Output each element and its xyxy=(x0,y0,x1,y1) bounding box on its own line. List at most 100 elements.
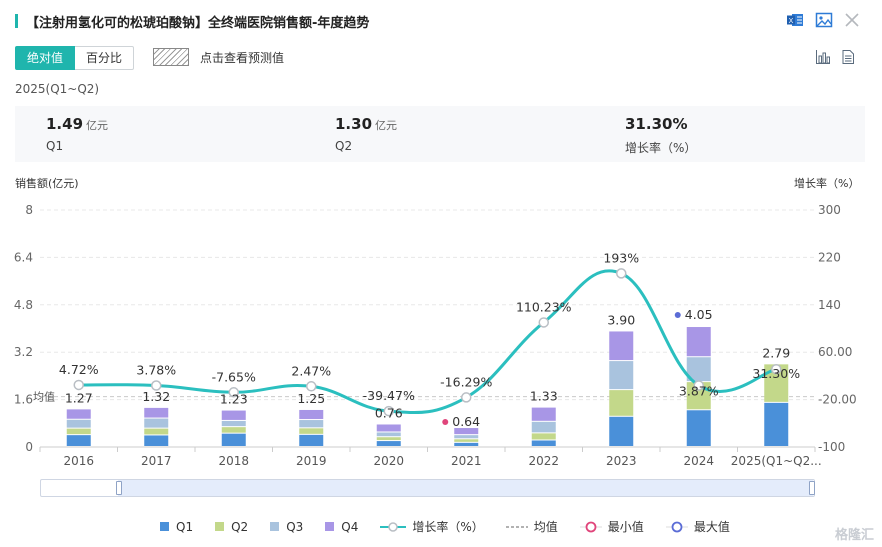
growth-point xyxy=(616,268,627,279)
toolbar: 绝对值 百分比 点击查看预测值 xyxy=(15,46,867,70)
legend-item[interactable]: Q1 xyxy=(160,518,193,535)
y2-tick-label: 140 xyxy=(818,298,841,312)
chart-area: 8 300 6.4 220 4.8 140 3.2 60.00 1.6 -20.00 0 -100 均值… xyxy=(14,203,857,468)
bar-q4 xyxy=(376,424,401,432)
bar-q4 xyxy=(686,327,711,357)
excel-icon[interactable]: X xyxy=(786,11,804,29)
y-tick-label: 3.2 xyxy=(14,345,33,359)
summary-growth: 31.30% 增长率（%） xyxy=(625,114,696,156)
y2-tick-label: -20.00 xyxy=(818,393,857,407)
growth-point xyxy=(771,363,782,375)
bar-q4 xyxy=(531,407,556,421)
y2-tick-label: 60.00 xyxy=(818,345,852,359)
bar-q1 xyxy=(144,435,169,446)
y-tick-label: 8 xyxy=(25,203,33,217)
legend-item[interactable]: Q4 xyxy=(325,518,358,535)
bar-q1 xyxy=(609,416,634,446)
svg-text:X: X xyxy=(789,18,794,25)
slider-handle-right[interactable] xyxy=(809,481,815,495)
growth-rate-line xyxy=(78,269,777,415)
bar-q3 xyxy=(144,418,169,428)
x-tick-label: 2019 xyxy=(296,454,327,468)
legend-item[interactable]: 增长率（%） xyxy=(380,518,484,535)
growth-rate-label: 193% xyxy=(603,250,639,265)
x-tick-label: 2021 xyxy=(451,454,482,468)
bar-q3 xyxy=(299,420,324,428)
forecast-toggle[interactable]: 点击查看预测值 xyxy=(153,46,284,68)
table-icon[interactable] xyxy=(840,49,856,65)
x-tick-label: 2022 xyxy=(528,454,559,468)
growth-rate-label: 4.72% xyxy=(59,362,99,377)
growth-rate-label: -7.65% xyxy=(212,369,256,384)
bar-q4 xyxy=(609,331,634,361)
legend-ring-icon xyxy=(579,521,602,532)
range-slider[interactable] xyxy=(40,479,815,497)
image-icon[interactable] xyxy=(815,11,833,29)
header: 【注射用氢化可的松琥珀酸钠】全终端医院销售额-年度趋势 X xyxy=(0,0,882,42)
x-tick-label: 2025(Q1~Q2... xyxy=(731,454,822,468)
legend-item[interactable]: Q3 xyxy=(270,518,303,535)
bar-q1 xyxy=(686,410,711,446)
growth-value: 31.30% xyxy=(625,115,688,133)
bar-q1 xyxy=(299,434,324,446)
q1-unit: 亿元 xyxy=(86,119,109,132)
bar-q2 xyxy=(144,428,169,435)
growth-rate-label: 3.78% xyxy=(136,363,176,378)
legend-label: 均值 xyxy=(533,520,558,534)
forecast-label: 点击查看预测值 xyxy=(200,50,285,65)
legend-item[interactable]: 最小值 xyxy=(579,518,644,535)
bar-q4 xyxy=(66,409,91,419)
bar-q2 xyxy=(221,427,246,433)
bar-q3 xyxy=(454,435,479,439)
total-value-label: 1.23 xyxy=(220,392,248,407)
total-value-label: 1.27 xyxy=(65,390,93,405)
legend-box-icon xyxy=(325,521,335,531)
slider-selection[interactable] xyxy=(118,480,813,496)
bar-q2 xyxy=(66,428,91,435)
legend-ring-icon xyxy=(665,521,688,532)
legend-item[interactable]: 均值 xyxy=(505,518,558,535)
bar-q3 xyxy=(686,357,711,382)
growth-point xyxy=(461,392,472,403)
growth-point xyxy=(228,387,239,398)
legend-label: Q2 xyxy=(231,519,249,534)
bar-q1 xyxy=(454,442,479,446)
x-tick-label: 2018 xyxy=(218,454,249,468)
total-value-label: 3.90 xyxy=(607,312,635,327)
average-label: 均值 xyxy=(33,391,55,404)
total-value-label: 1.32 xyxy=(142,389,170,404)
legend-item[interactable]: 最大值 xyxy=(665,518,730,535)
slider-handle-left[interactable] xyxy=(116,481,122,495)
growth-point xyxy=(151,380,162,391)
q2-value: 1.30 xyxy=(335,115,373,133)
bar-q3 xyxy=(531,421,556,433)
growth-rate-label: -39.47% xyxy=(363,388,415,403)
bar-q2 xyxy=(299,428,324,434)
bar-q1 xyxy=(764,402,789,446)
min-marker xyxy=(442,419,449,426)
period-label: 2025(Q1~Q2) xyxy=(15,82,100,96)
total-value-label: 0.64 xyxy=(452,414,480,429)
absolute-value-button[interactable]: 绝对值 xyxy=(15,46,76,70)
growth-rate-label: 3.87% xyxy=(679,383,719,398)
x-tick-label: 2017 xyxy=(141,454,172,468)
legend-dash-icon xyxy=(505,525,528,528)
value-mode-toggle: 绝对值 百分比 xyxy=(15,46,135,70)
x-tick-label: 2020 xyxy=(373,454,404,468)
legend-item[interactable]: Q2 xyxy=(215,518,248,535)
y2-tick-label: 220 xyxy=(818,250,841,264)
total-value-label: 1.25 xyxy=(297,391,325,406)
growth-point xyxy=(383,405,394,417)
growth-label: 增长率（%） xyxy=(625,141,697,155)
bar-chart-icon[interactable] xyxy=(815,49,831,65)
x-tick-label: 2016 xyxy=(63,454,94,468)
y2-axis-title: 增长率（%） xyxy=(794,177,860,190)
bar-q4 xyxy=(144,407,169,418)
percent-button[interactable]: 百分比 xyxy=(75,46,135,70)
summary-q2: 1.30 亿元 Q2 xyxy=(335,114,397,153)
summary-panel: 1.49 亿元 Q1 1.30 亿元 Q2 31.30% 增长率（%） xyxy=(15,106,865,162)
legend-label: Q4 xyxy=(341,519,359,534)
bar-q3 xyxy=(376,432,401,437)
close-icon[interactable] xyxy=(843,11,861,29)
bar-q4 xyxy=(221,410,246,420)
